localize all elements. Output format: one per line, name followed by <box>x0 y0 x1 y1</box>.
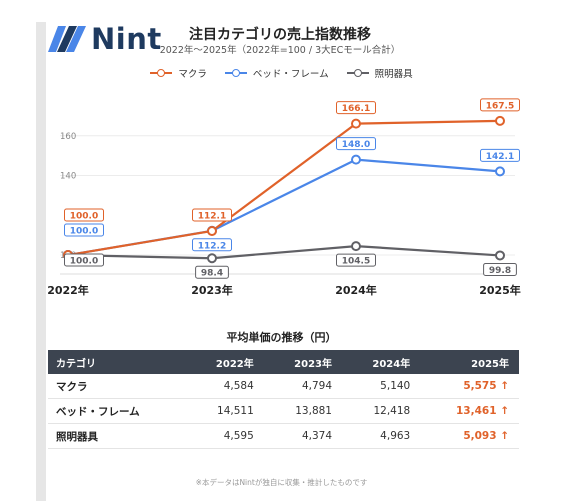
legend-item-lighting: 照明器具 <box>346 66 413 80</box>
table-cell-latest-value: 13,461 ↑ <box>420 398 519 424</box>
legend-item-pillow: マクラ <box>150 66 207 80</box>
data-label: 104.5 <box>342 257 370 267</box>
data-point <box>495 250 505 261</box>
table-header-2023: 2023年 <box>263 350 342 374</box>
data-label-box <box>64 253 104 267</box>
chart-legend: マクラ ベッド・フレーム 照明器具 <box>0 66 563 80</box>
table-header-row: カテゴリ 2022年 2023年 2024年 2025年 <box>48 350 519 374</box>
table-row: ベッド・フレーム 14,511 13,881 12,418 13,461 ↑ <box>48 398 519 424</box>
trend-up-icon: ↑ <box>500 430 509 442</box>
brand-name: Nint <box>91 22 162 56</box>
data-point <box>351 241 361 252</box>
data-label-box <box>483 262 517 276</box>
data-label-box <box>336 253 376 267</box>
table-header-2022: 2022年 <box>185 350 264 374</box>
data-label: 142.1 <box>486 152 514 162</box>
series-line <box>67 244 501 260</box>
chart-title: 注目カテゴリの売上指数推移 <box>189 27 371 43</box>
data-label: 100.0 <box>70 227 98 237</box>
data-point <box>207 225 217 236</box>
table-header-2025: 2025年 <box>420 350 519 374</box>
table-cell-latest-value: 5,093 ↑ <box>420 423 519 449</box>
data-label: 98.4 <box>201 269 223 279</box>
data-label: 99.8 <box>489 266 511 276</box>
table-cell-value: 5,140 <box>342 374 421 399</box>
data-label-box <box>192 208 232 222</box>
line-chart: 1001401602022年2023年2024年2025年100.0112.11… <box>47 98 521 297</box>
data-label: 100.0 <box>70 212 98 222</box>
data-label: 100.0 <box>70 257 98 267</box>
data-label-box <box>336 101 376 115</box>
table-cell-value: 12,418 <box>342 398 421 424</box>
legend-label-lighting: 照明器具 <box>374 69 413 80</box>
y-tick-label: 140 <box>60 172 76 182</box>
data-label-box <box>195 265 229 279</box>
data-label-box <box>192 238 232 252</box>
table-cell-latest-value: 5,575 ↑ <box>420 374 519 399</box>
table-cell-category: ベッド・フレーム <box>48 398 186 424</box>
table-title: 平均単価の推移（円） <box>226 331 337 344</box>
trend-up-icon: ↑ <box>500 380 509 392</box>
data-point <box>207 253 217 264</box>
brand-logo: Nint <box>48 22 162 56</box>
table-cell-value: 4,794 <box>263 374 342 399</box>
y-tick-label: 160 <box>60 132 76 142</box>
x-tick-label: 2022年 <box>47 283 89 297</box>
series-line <box>67 119 501 257</box>
series-line <box>67 158 501 257</box>
legend-line-lighting-icon <box>346 68 369 78</box>
price-table: カテゴリ 2022年 2023年 2024年 2025年 マクラ 4,584 4… <box>48 350 519 449</box>
data-point <box>495 166 505 177</box>
data-label-box <box>336 137 376 151</box>
table-cell-value: 4,963 <box>342 423 421 449</box>
x-tick-label: 2025年 <box>479 283 521 297</box>
legend-item-bed-frame: ベッド・フレーム <box>224 66 329 80</box>
table-cell-category: 照明器具 <box>48 423 186 449</box>
data-point <box>495 115 505 126</box>
legend-label-bed-frame: ベッド・フレーム <box>252 69 329 80</box>
table-row: 照明器具 4,595 4,374 4,963 5,093 ↑ <box>48 423 519 449</box>
legend-line-pillow-icon <box>150 68 173 78</box>
data-label: 148.0 <box>342 140 370 150</box>
x-tick-label: 2024年 <box>335 283 377 297</box>
table-cell-value: 14,511 <box>185 398 264 424</box>
table-cell-value: 13,881 <box>263 398 342 424</box>
nint-logo-icon <box>48 26 86 52</box>
table-cell-value: 4,595 <box>185 423 264 449</box>
footnote: ※本データはNintが独自に収集・推計したものです <box>195 478 368 487</box>
trend-up-icon: ↑ <box>500 405 509 417</box>
table-cell-category: マクラ <box>48 374 186 399</box>
latest-value: 5,093 <box>463 430 497 442</box>
latest-value: 5,575 <box>463 380 497 392</box>
table-cell-value: 4,584 <box>185 374 264 399</box>
data-point <box>351 154 361 165</box>
table-header-2024: 2024年 <box>342 350 421 374</box>
data-label-box <box>64 223 104 237</box>
data-point <box>351 118 361 129</box>
data-label: 112.1 <box>198 211 226 221</box>
data-label: 166.1 <box>342 104 370 114</box>
data-label: 167.5 <box>486 101 514 111</box>
data-label-box <box>64 208 104 222</box>
table-row: マクラ 4,584 4,794 5,140 5,575 ↑ <box>48 374 519 399</box>
table-cell-value: 4,374 <box>263 423 342 449</box>
page-left-border <box>36 22 46 501</box>
latest-value: 13,461 <box>456 405 497 417</box>
chart-subtitle: 2022年～2025年（2022年=100 / 3大ECモール合計） <box>159 45 401 56</box>
data-label-box <box>480 148 520 162</box>
legend-label-pillow: マクラ <box>178 69 207 80</box>
data-label: 112.2 <box>198 241 226 251</box>
data-label-box <box>480 98 520 112</box>
x-tick-label: 2023年 <box>191 283 233 297</box>
table-header-category: カテゴリ <box>48 350 186 374</box>
legend-line-bed-frame-icon <box>224 68 247 78</box>
